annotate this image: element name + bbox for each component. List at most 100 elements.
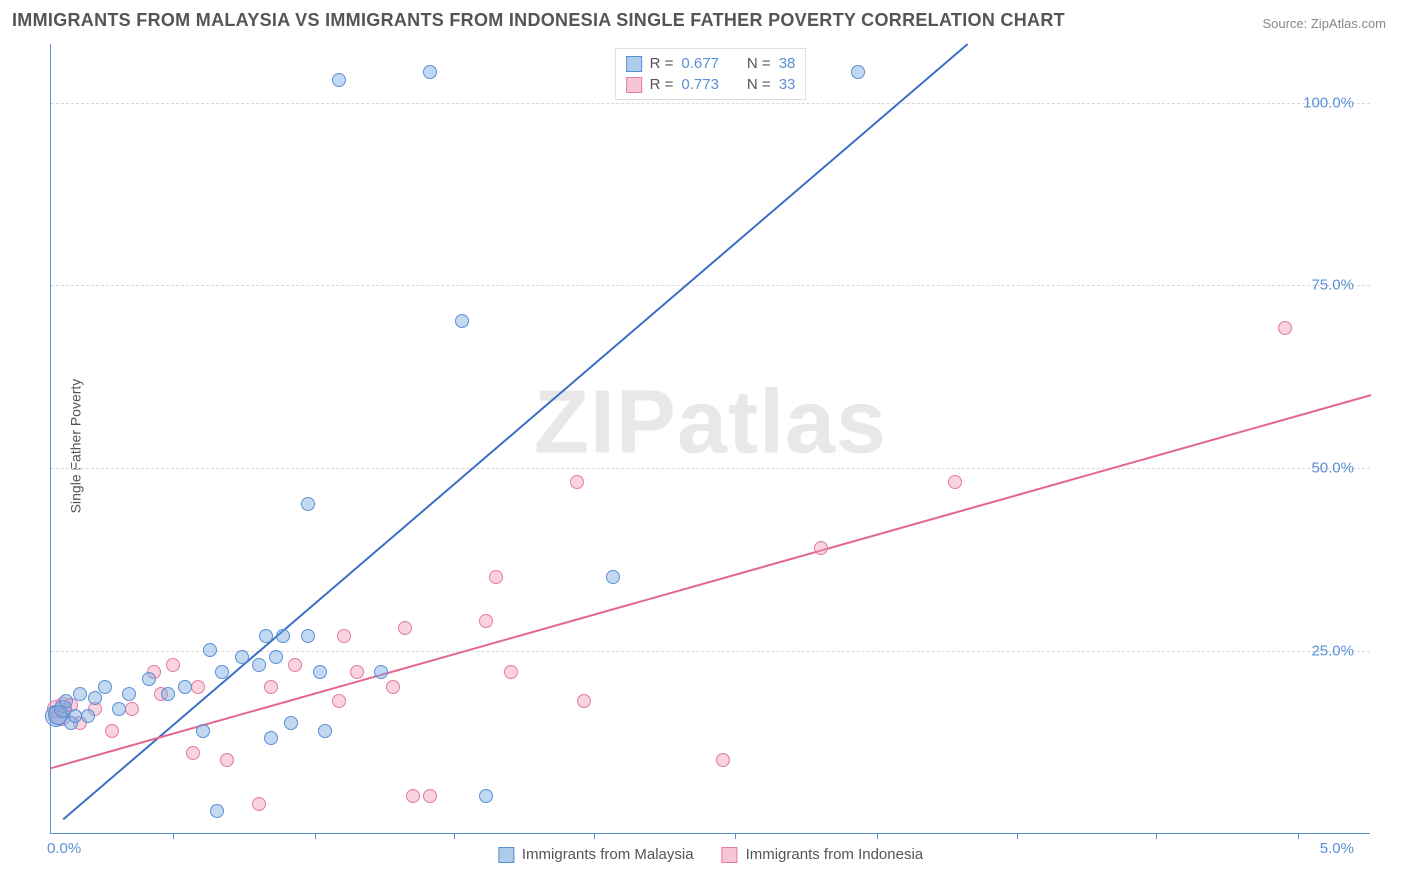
scatter-point-pink — [105, 724, 119, 738]
scatter-point-pink — [489, 570, 503, 584]
x-tick-mark — [877, 833, 878, 839]
scatter-point-blue — [479, 789, 493, 803]
n-value: 38 — [779, 55, 796, 72]
y-tick-label: 100.0% — [1303, 94, 1354, 111]
scatter-point-pink — [504, 665, 518, 679]
x-tick-mark — [1298, 833, 1299, 839]
gridline — [51, 651, 1370, 652]
scatter-point-pink — [191, 680, 205, 694]
legend-item: Immigrants from Malaysia — [498, 846, 694, 863]
n-value: 33 — [779, 76, 796, 93]
scatter-point-blue — [374, 665, 388, 679]
y-tick-label: 25.0% — [1311, 643, 1354, 660]
scatter-point-blue — [423, 65, 437, 79]
correlation-legend: R = 0.677 N = 38 R = 0.773 N = 33 — [615, 48, 807, 100]
scatter-point-pink — [423, 789, 437, 803]
x-tick-label: 5.0% — [1320, 840, 1354, 857]
scatter-point-blue — [301, 629, 315, 643]
scatter-point-blue — [332, 73, 346, 87]
source-attribution: Source: ZipAtlas.com — [1262, 16, 1386, 31]
x-tick-mark — [173, 833, 174, 839]
scatter-point-pink — [570, 475, 584, 489]
gridline — [51, 468, 1370, 469]
x-tick-mark — [1017, 833, 1018, 839]
scatter-point-blue — [178, 680, 192, 694]
x-tick-mark — [594, 833, 595, 839]
legend-swatch — [626, 77, 642, 93]
x-tick-mark — [735, 833, 736, 839]
plot-area: ZIPatlas 25.0% 50.0% 75.0% 100.0% R = 0.677 N… — [50, 44, 1370, 834]
legend-row: R = 0.773 N = 33 — [626, 74, 796, 95]
y-tick-label: 75.0% — [1311, 277, 1354, 294]
blue-regression-line — [63, 44, 967, 819]
scatter-point-blue — [455, 314, 469, 328]
n-label: N = — [747, 55, 771, 72]
scatter-point-blue — [81, 709, 95, 723]
n-label: N = — [747, 76, 771, 93]
r-label: R = — [650, 76, 674, 93]
legend-swatch — [626, 56, 642, 72]
series-legend: Immigrants from Malaysia Immigrants from … — [498, 846, 923, 863]
scatter-point-blue — [301, 497, 315, 511]
scatter-point-blue — [318, 724, 332, 738]
scatter-point-pink — [398, 621, 412, 635]
y-tick-label: 50.0% — [1311, 460, 1354, 477]
legend-swatch — [498, 847, 514, 863]
scatter-point-blue — [98, 680, 112, 694]
scatter-point-pink — [252, 797, 266, 811]
regression-lines — [51, 44, 1370, 833]
scatter-point-pink — [406, 789, 420, 803]
r-value: 0.773 — [681, 76, 719, 93]
scatter-point-blue — [203, 643, 217, 657]
scatter-point-pink — [166, 658, 180, 672]
scatter-point-pink — [125, 702, 139, 716]
scatter-point-blue — [215, 665, 229, 679]
scatter-point-pink — [332, 694, 346, 708]
scatter-point-blue — [196, 724, 210, 738]
scatter-point-pink — [577, 694, 591, 708]
scatter-point-blue — [73, 687, 87, 701]
watermark: ZIPatlas — [534, 371, 887, 474]
legend-label: Immigrants from Malaysia — [522, 846, 694, 863]
gridline — [51, 103, 1370, 104]
scatter-point-pink — [386, 680, 400, 694]
scatter-point-blue — [276, 629, 290, 643]
legend-row: R = 0.677 N = 38 — [626, 53, 796, 74]
scatter-point-blue — [252, 658, 266, 672]
pink-regression-line — [51, 395, 1371, 768]
scatter-point-pink — [1278, 321, 1292, 335]
scatter-point-pink — [220, 753, 234, 767]
scatter-point-blue — [313, 665, 327, 679]
scatter-point-pink — [479, 614, 493, 628]
scatter-point-blue — [210, 804, 224, 818]
r-value: 0.677 — [681, 55, 719, 72]
scatter-point-blue — [161, 687, 175, 701]
scatter-point-blue — [122, 687, 136, 701]
x-tick-label: 0.0% — [47, 840, 81, 857]
scatter-point-blue — [235, 650, 249, 664]
chart-title: IMMIGRANTS FROM MALAYSIA VS IMMIGRANTS F… — [12, 10, 1065, 31]
scatter-point-pink — [814, 541, 828, 555]
x-tick-mark — [315, 833, 316, 839]
scatter-point-pink — [337, 629, 351, 643]
scatter-point-pink — [186, 746, 200, 760]
scatter-point-blue — [259, 629, 273, 643]
scatter-point-blue — [88, 691, 102, 705]
legend-swatch — [722, 847, 738, 863]
scatter-point-blue — [59, 694, 73, 708]
legend-item: Immigrants from Indonesia — [722, 846, 924, 863]
x-tick-mark — [454, 833, 455, 839]
scatter-point-blue — [269, 650, 283, 664]
scatter-point-pink — [288, 658, 302, 672]
legend-label: Immigrants from Indonesia — [746, 846, 924, 863]
scatter-point-blue — [851, 65, 865, 79]
scatter-point-pink — [264, 680, 278, 694]
scatter-point-blue — [112, 702, 126, 716]
scatter-point-blue — [284, 716, 298, 730]
scatter-point-pink — [350, 665, 364, 679]
x-tick-mark — [1156, 833, 1157, 839]
scatter-point-pink — [948, 475, 962, 489]
scatter-point-blue — [264, 731, 278, 745]
r-label: R = — [650, 55, 674, 72]
scatter-point-pink — [716, 753, 730, 767]
